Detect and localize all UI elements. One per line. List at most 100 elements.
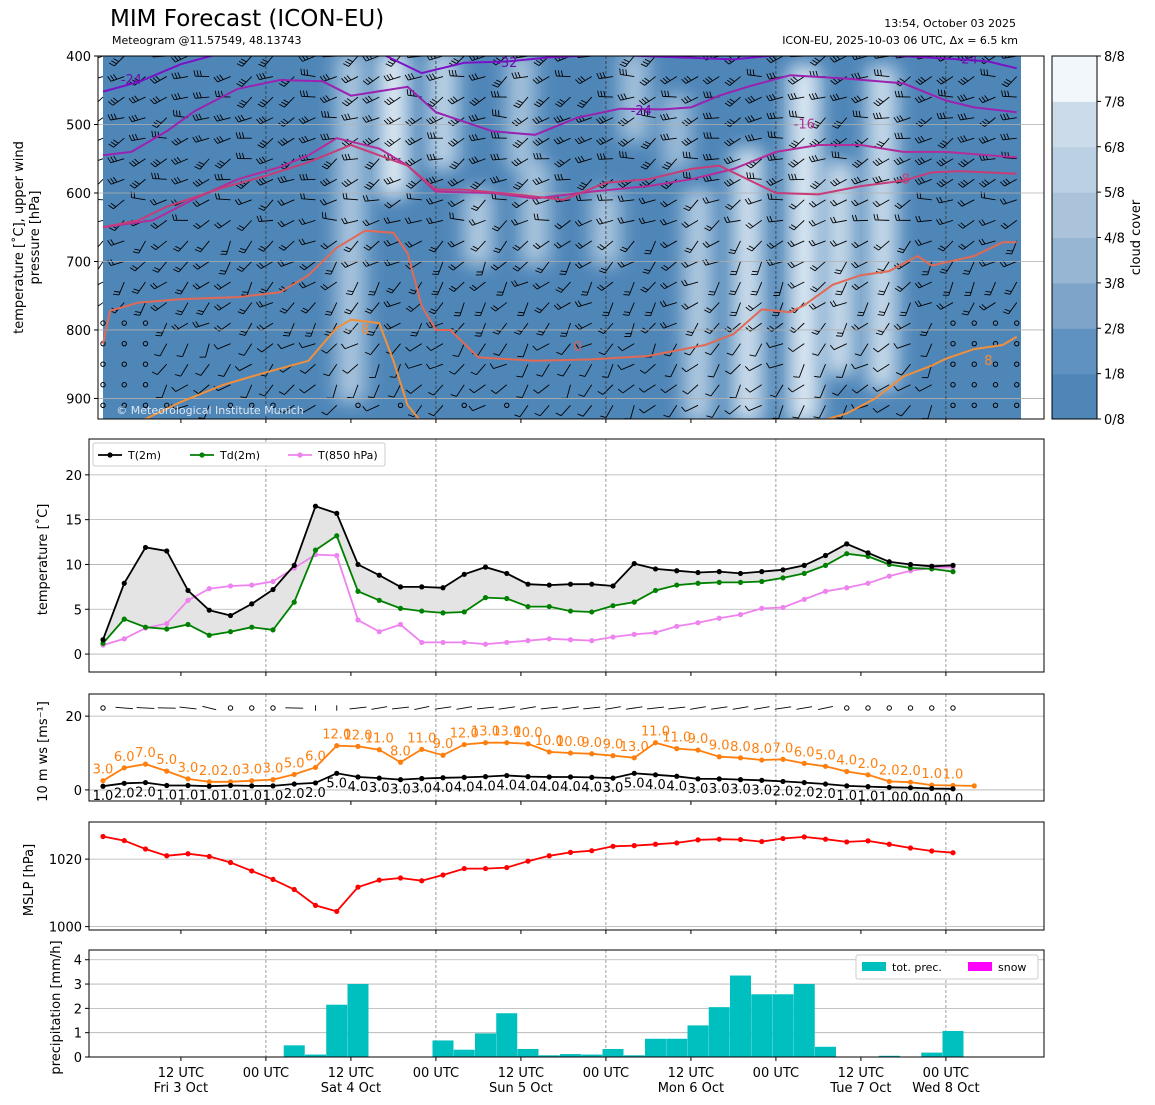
wind-barb xyxy=(259,219,274,222)
wind-barb-flag xyxy=(386,202,392,207)
wind-barb-flag xyxy=(236,227,243,231)
wind-barb-flag xyxy=(978,305,984,311)
wind-barb xyxy=(430,343,444,352)
wind-barb-flag xyxy=(578,194,582,201)
wind-barb-flag xyxy=(341,142,347,147)
wind-barb-flag xyxy=(943,90,946,97)
surface-wind-barb xyxy=(753,706,770,710)
wind-barb xyxy=(901,405,911,417)
wind-barb-flag xyxy=(535,59,542,64)
wind-barb-flag xyxy=(724,141,730,147)
wind-barb-flag xyxy=(624,291,631,293)
wind-barb-flag xyxy=(256,215,260,222)
wind-barb xyxy=(451,178,465,187)
mslp-point xyxy=(482,865,489,872)
wind-barb-flag xyxy=(365,78,371,84)
wind-barb-flag xyxy=(919,192,922,199)
wind-barb-flag xyxy=(873,56,876,59)
wind-barb xyxy=(1002,137,1017,141)
wind-barb xyxy=(735,384,741,399)
wind-barb xyxy=(113,137,125,148)
wind-barb-flag xyxy=(346,75,352,81)
wind-barb-flag xyxy=(410,137,416,143)
mslp-point xyxy=(822,836,829,842)
wind-barb xyxy=(728,137,741,147)
wind-barb-flag xyxy=(490,306,496,312)
wind-barb xyxy=(778,281,784,296)
t2m-point xyxy=(419,584,425,590)
calm-wind-marker xyxy=(971,320,977,326)
wind-barb xyxy=(927,405,933,419)
gust-value-label: 6.0 xyxy=(794,745,815,760)
wind-barb xyxy=(710,343,720,356)
wind-barb xyxy=(819,405,826,419)
wind-barb-flag xyxy=(681,280,685,287)
wind-barb xyxy=(645,322,656,334)
wind-barb xyxy=(112,96,125,106)
wind-barb-flag xyxy=(978,261,983,267)
wind-barb-flag xyxy=(960,113,964,120)
t850-point xyxy=(121,636,127,642)
wind-barb xyxy=(219,158,231,169)
wind-barb-flag xyxy=(113,58,119,62)
wind-barb-flag xyxy=(854,324,859,330)
wind-barb-flag xyxy=(261,140,268,144)
wind-barb-flag xyxy=(452,354,459,357)
wind-barb-flag xyxy=(837,151,840,158)
wind-barb-flag xyxy=(137,49,138,55)
wind-barb-flag xyxy=(133,288,140,292)
wind-panel-frame xyxy=(88,693,1045,802)
wind-barb xyxy=(301,178,316,181)
mean-wind-point xyxy=(100,783,106,789)
gust-line xyxy=(102,741,975,787)
wind-barb-flag xyxy=(617,121,624,127)
temperature-legend: T(2m) Td(2m) T(850 hPa) xyxy=(92,442,386,467)
wind-barb-flag xyxy=(705,241,710,247)
isotherm-line xyxy=(102,229,1017,362)
mslp-point xyxy=(376,877,382,883)
wind-barb xyxy=(349,302,359,315)
wind-barb-flag xyxy=(984,179,990,184)
wind-barb-flag xyxy=(920,95,925,101)
wind-barb xyxy=(174,158,189,165)
wind-barb xyxy=(322,217,337,221)
calm-wind-marker xyxy=(142,361,149,367)
wind-barb-flag xyxy=(663,113,667,120)
wind-barb-flag xyxy=(644,179,650,185)
wind-barb-flag xyxy=(492,84,498,88)
wind-barb xyxy=(883,281,890,295)
wind-barb-flag xyxy=(574,301,579,307)
wind-barb-flag xyxy=(557,174,561,181)
gust-point xyxy=(567,750,574,756)
wind-barb xyxy=(750,220,763,229)
wind-barb-flag xyxy=(872,202,878,208)
wind-barb-flag xyxy=(299,369,306,374)
t2m-point xyxy=(929,563,935,569)
wind-barb xyxy=(348,322,359,335)
wind-barb-flag xyxy=(300,68,303,75)
wind-barb xyxy=(556,178,571,181)
wind-barb-flag xyxy=(432,153,436,160)
wind-barb xyxy=(664,281,677,290)
wind-barb xyxy=(561,343,571,355)
wind-barb-flag xyxy=(474,133,479,140)
wind-barb xyxy=(345,261,359,268)
wind-barb xyxy=(138,240,146,254)
wind-barb-flag xyxy=(453,58,459,62)
wind-barb-flag xyxy=(834,151,837,158)
surface-wind-barb xyxy=(349,706,367,710)
wind-barb xyxy=(217,343,231,350)
wind-barb-flag xyxy=(580,136,585,142)
wind-barb-flag xyxy=(324,313,331,316)
wind-barb-flag xyxy=(681,140,687,146)
wind-barb-flag xyxy=(853,96,859,102)
gust-value-label: 3.0 xyxy=(178,761,199,776)
surface-wind-barb xyxy=(371,706,388,710)
colorbar-segment xyxy=(1052,101,1097,148)
wind-barb-flag xyxy=(257,103,264,108)
precip-bar xyxy=(772,994,794,1057)
t2m-point xyxy=(652,566,659,572)
wind-barb-flag xyxy=(389,97,395,102)
wind-barb-flag xyxy=(132,251,139,254)
wind-barb-flag xyxy=(750,56,751,57)
